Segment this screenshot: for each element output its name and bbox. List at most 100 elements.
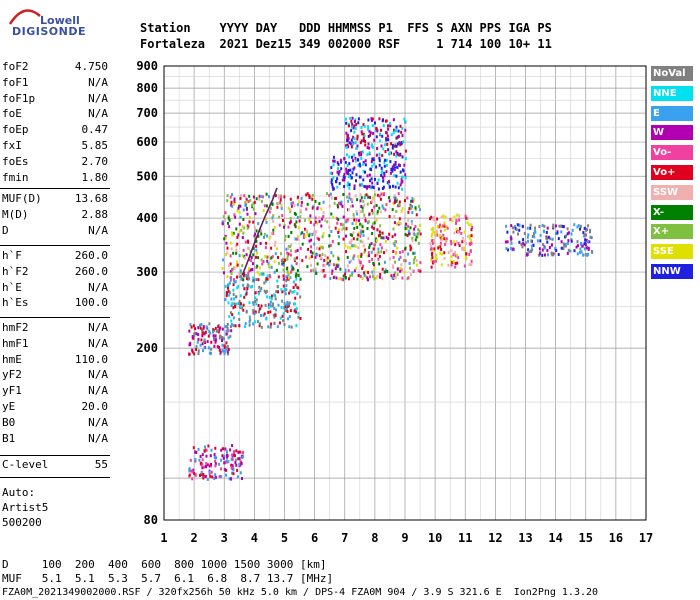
data-point (360, 151, 363, 155)
data-point (368, 246, 371, 250)
data-point (272, 214, 275, 218)
data-point (331, 185, 334, 189)
data-point (385, 138, 388, 142)
data-point (435, 259, 437, 263)
data-point (582, 231, 585, 235)
data-point (305, 229, 308, 233)
data-point (376, 228, 379, 232)
data-point (393, 128, 395, 132)
data-point (383, 174, 386, 178)
data-point (292, 201, 294, 205)
data-point (383, 143, 386, 147)
data-point (293, 309, 296, 313)
data-point (458, 214, 461, 218)
data-point (470, 259, 473, 263)
data-point (230, 477, 233, 481)
data-point (265, 317, 268, 321)
x-tick-label: 2 (191, 531, 198, 545)
data-point (254, 212, 257, 216)
data-point (353, 120, 356, 123)
data-point (287, 277, 290, 281)
digisonde-logo (8, 9, 41, 25)
data-point (355, 179, 357, 183)
data-point (407, 229, 410, 233)
data-point (413, 227, 416, 231)
data-point (294, 296, 297, 300)
data-point (361, 225, 364, 229)
data-point (374, 121, 376, 125)
data-point (247, 267, 250, 271)
data-point (345, 167, 348, 171)
data-point (361, 267, 364, 270)
data-point (352, 215, 355, 219)
data-point (343, 175, 346, 179)
data-point (580, 242, 583, 246)
data-point (333, 263, 335, 267)
data-point (208, 472, 211, 476)
data-point (235, 227, 238, 231)
x-tick-label: 10 (428, 531, 442, 545)
data-point (260, 199, 263, 203)
data-point (587, 246, 590, 250)
data-point (214, 459, 217, 463)
data-point (435, 253, 438, 257)
data-point (391, 276, 394, 280)
data-point (372, 222, 374, 226)
y-tick-label: 500 (136, 169, 158, 183)
data-point (299, 295, 302, 299)
data-point (238, 450, 241, 454)
data-point (240, 194, 243, 198)
data-point (419, 223, 422, 227)
data-point (290, 249, 292, 253)
data-point (389, 257, 391, 261)
data-point (387, 182, 390, 186)
data-point (192, 336, 195, 340)
data-point (358, 153, 361, 157)
data-point (220, 336, 223, 340)
param-row: foF2 4.750 (2, 60, 108, 75)
data-point (367, 142, 370, 146)
data-point (383, 171, 386, 175)
data-point (201, 329, 204, 333)
data-point (246, 226, 249, 230)
data-point (333, 197, 336, 201)
data-point (297, 315, 300, 319)
data-point (348, 183, 351, 187)
data-point (286, 306, 288, 310)
data-point (351, 116, 354, 120)
data-point (385, 235, 388, 239)
data-point (198, 458, 201, 462)
data-point (192, 324, 195, 328)
data-point (220, 448, 223, 452)
data-point (226, 326, 229, 330)
data-point (366, 174, 369, 178)
data-point (285, 288, 288, 292)
data-point (280, 204, 283, 208)
data-point (388, 180, 390, 184)
data-point (363, 134, 366, 138)
data-point (469, 250, 472, 253)
data-point (395, 210, 398, 213)
data-point (205, 462, 208, 465)
data-point (356, 212, 359, 216)
data-point (309, 250, 312, 254)
data-point (538, 247, 541, 251)
data-point (218, 336, 221, 340)
data-point (373, 193, 376, 197)
data-point (258, 197, 261, 201)
data-point (351, 244, 354, 248)
data-point (229, 325, 232, 329)
data-point (210, 470, 213, 474)
data-point (396, 135, 399, 139)
data-point (308, 239, 311, 243)
data-point (322, 200, 325, 204)
data-point (385, 203, 388, 207)
data-point (376, 182, 379, 185)
data-point (468, 223, 470, 227)
data-point (361, 150, 364, 154)
data-point (274, 297, 277, 301)
data-point (188, 469, 191, 473)
data-point (340, 222, 342, 226)
data-point (206, 327, 209, 331)
data-point (556, 231, 559, 235)
